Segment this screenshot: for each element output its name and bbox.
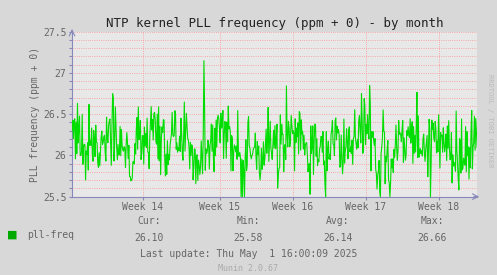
Text: 26.10: 26.10 <box>134 233 164 243</box>
Text: pll-freq: pll-freq <box>27 230 75 240</box>
Text: RRDTOOL / TOBI OETIKER: RRDTOOL / TOBI OETIKER <box>487 74 493 168</box>
Text: 25.58: 25.58 <box>234 233 263 243</box>
Text: Munin 2.0.67: Munin 2.0.67 <box>219 265 278 273</box>
Text: Last update: Thu May  1 16:00:09 2025: Last update: Thu May 1 16:00:09 2025 <box>140 249 357 259</box>
Y-axis label: PLL frequency (ppm + 0): PLL frequency (ppm + 0) <box>30 46 40 182</box>
Title: NTP kernel PLL frequency (ppm + 0) - by month: NTP kernel PLL frequency (ppm + 0) - by … <box>106 17 443 31</box>
Text: Avg:: Avg: <box>326 216 350 226</box>
Text: 26.66: 26.66 <box>417 233 447 243</box>
Text: Cur:: Cur: <box>137 216 161 226</box>
Text: 26.14: 26.14 <box>323 233 353 243</box>
Text: Min:: Min: <box>237 216 260 226</box>
Text: ■: ■ <box>7 230 18 240</box>
Text: Max:: Max: <box>420 216 444 226</box>
